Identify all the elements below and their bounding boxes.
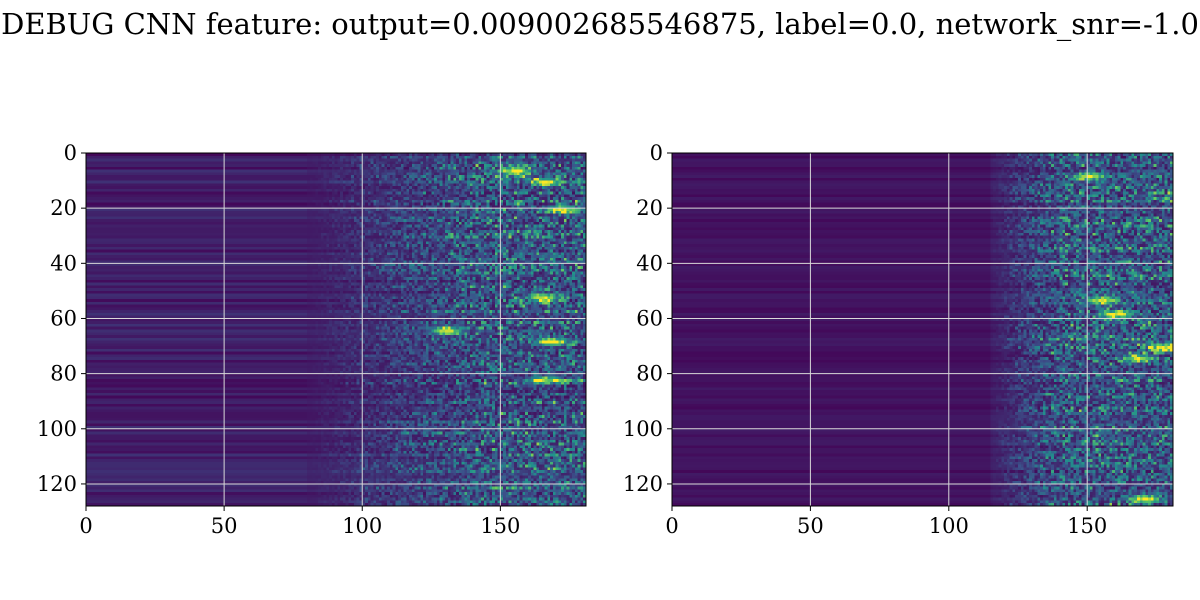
y-tick-label: 120: [623, 472, 663, 496]
y-tick-label: 100: [623, 417, 663, 441]
y-tick-label: 80: [50, 362, 77, 386]
x-tick-label: 50: [211, 514, 238, 538]
x-tick-label: 0: [665, 514, 678, 538]
heatmap-image: [86, 153, 586, 506]
y-tick-label: 60: [50, 306, 77, 330]
y-tick-label: 0: [64, 141, 77, 165]
x-tick-label: 50: [797, 514, 824, 538]
axes-frame: [85, 152, 587, 507]
heatmap-image: [672, 153, 1173, 506]
y-tick-label: 40: [636, 251, 663, 275]
heatmap-panel-right: 0 50 100 150 0 20 40 60 80 100 120: [623, 141, 1174, 538]
x-tick-label: 150: [480, 514, 520, 538]
y-tick-label: 20: [50, 196, 77, 220]
y-tick-label: 40: [50, 251, 77, 275]
y-tick-label: 20: [636, 196, 663, 220]
y-tick-label: 60: [636, 306, 663, 330]
y-tick-label: 80: [636, 362, 663, 386]
y-tick-label: 120: [37, 472, 77, 496]
figure-title: DEBUG CNN feature: output=0.009002685546…: [1, 7, 1199, 41]
x-tick-label: 100: [929, 514, 969, 538]
x-tick-label: 100: [342, 514, 382, 538]
y-tick-label: 0: [650, 141, 663, 165]
y-tick-label: 100: [37, 417, 77, 441]
axes-frame: [671, 152, 1174, 507]
x-tick-label: 150: [1067, 514, 1107, 538]
x-tick-label: 0: [79, 514, 92, 538]
heatmap-panel-left: 0 50 100 150 0 20 40 60 80 100 120: [37, 141, 587, 538]
